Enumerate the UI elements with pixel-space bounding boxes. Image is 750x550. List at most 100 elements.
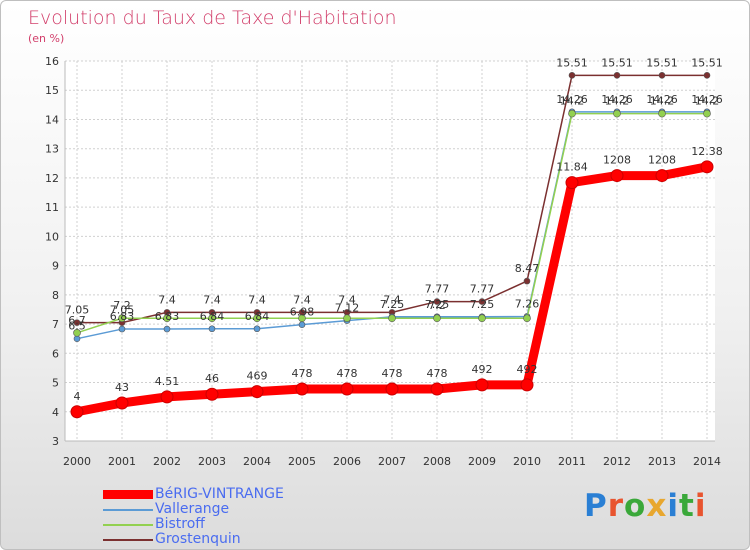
data-label: 7.4	[383, 293, 401, 306]
x-tick-label: 2006	[333, 455, 361, 468]
series-point-2	[118, 314, 126, 323]
data-label: 6.98	[290, 306, 315, 319]
data-label: 7.4	[338, 293, 356, 306]
data-label: 7.25	[425, 298, 450, 311]
logo-letter: i	[667, 488, 679, 524]
series-point-2	[208, 314, 216, 323]
series-point-3	[73, 319, 81, 326]
series-point-0	[475, 378, 489, 392]
series-point-0	[610, 169, 624, 183]
y-tick-label: 12	[45, 172, 59, 185]
data-label: 7.05	[110, 304, 135, 317]
series-point-2	[73, 329, 81, 337]
y-tick-label: 14	[45, 113, 59, 126]
data-label: 478	[427, 367, 448, 380]
series-point-2	[253, 314, 261, 323]
x-tick-label: 2014	[693, 455, 721, 468]
data-label: 15.51	[646, 56, 678, 69]
data-label: 8.47	[515, 262, 540, 275]
series-point-0	[565, 176, 579, 190]
series-point-2	[163, 314, 171, 323]
data-label: 7.25	[380, 298, 405, 311]
x-tick-label: 2013	[648, 455, 676, 468]
series-point-2	[298, 314, 306, 323]
data-label: 7.77	[425, 283, 450, 296]
data-label: 1208	[603, 154, 631, 167]
series-point-2	[478, 314, 486, 323]
series-point-1	[118, 325, 126, 333]
x-tick-label: 2009	[468, 455, 496, 468]
series-point-1	[253, 325, 261, 333]
x-tick-label: 2008	[423, 455, 451, 468]
legend-swatch-bistroff	[103, 524, 153, 526]
legend-label-bistroff: Bistroff	[155, 516, 205, 532]
logo-letter: i	[694, 488, 707, 524]
plot-area	[65, 61, 715, 441]
data-label: 14.2	[650, 95, 675, 108]
data-label: 478	[337, 367, 358, 380]
data-label: 7.4	[248, 293, 266, 306]
data-label: 4	[74, 390, 81, 403]
series-point-3	[703, 72, 711, 79]
logo-letter: P	[584, 488, 608, 524]
series-point-0	[70, 405, 84, 419]
series-point-3	[613, 72, 621, 79]
series-point-0	[655, 169, 669, 183]
legend-swatch-berig-vintrange	[103, 490, 153, 499]
data-label: 43	[115, 381, 129, 394]
x-tick-label: 2007	[378, 455, 406, 468]
legend-label-vallerange: Vallerange	[155, 501, 230, 517]
data-label: 7.4	[158, 293, 176, 306]
data-label: 7.26	[515, 297, 540, 310]
y-tick-label: 16	[45, 55, 59, 68]
data-label: 1208	[648, 154, 676, 167]
data-label: 7.4	[293, 293, 311, 306]
series-point-2	[388, 314, 396, 323]
x-tick-label: 2003	[198, 455, 226, 468]
series-point-0	[520, 378, 534, 392]
series-point-2	[703, 109, 711, 118]
data-label: 14.2	[560, 95, 585, 108]
series-point-0	[160, 390, 174, 404]
data-label: 6.84	[245, 310, 270, 323]
legend-swatch-grostenquin	[103, 539, 153, 541]
series-point-3	[478, 298, 486, 305]
data-label: 492	[472, 363, 493, 376]
chart-subtitle: (en %)	[28, 32, 65, 45]
data-label: 6.7	[68, 314, 86, 327]
y-tick-label: 8	[52, 289, 59, 302]
data-label: 14.26	[691, 93, 723, 106]
x-tick-label: 2004	[243, 455, 271, 468]
data-label: 469	[247, 370, 268, 383]
data-label: 7.25	[470, 298, 495, 311]
series-point-2	[343, 314, 351, 323]
legend-label-grostenquin: Grostenquin	[155, 531, 241, 547]
data-label: 14.26	[556, 93, 588, 106]
data-label: 15.51	[601, 56, 633, 69]
y-tick-label: 7	[52, 318, 59, 331]
series-point-0	[700, 160, 714, 174]
series-point-1	[298, 321, 306, 328]
x-tick-label: 2011	[558, 455, 586, 468]
series-point-3	[568, 72, 576, 79]
logo-letter: x	[646, 488, 668, 524]
y-tick-label: 15	[45, 84, 59, 97]
series-point-0	[205, 387, 219, 401]
series-point-0	[340, 382, 354, 396]
x-tick-label: 2010	[513, 455, 541, 468]
logo-letter: t	[678, 488, 695, 524]
data-label: 6.83	[155, 310, 180, 323]
x-tick-label: 2001	[108, 455, 136, 468]
y-tick-label: 4	[52, 406, 59, 419]
series-point-2	[658, 109, 666, 118]
series-point-2	[613, 109, 621, 118]
x-tick-label: 2002	[153, 455, 181, 468]
x-tick-label: 2012	[603, 455, 631, 468]
series-point-1	[208, 325, 216, 333]
series-point-3	[433, 298, 441, 305]
data-label: 7.12	[335, 302, 360, 315]
data-label: 14.26	[646, 93, 678, 106]
series-point-3	[523, 277, 531, 285]
